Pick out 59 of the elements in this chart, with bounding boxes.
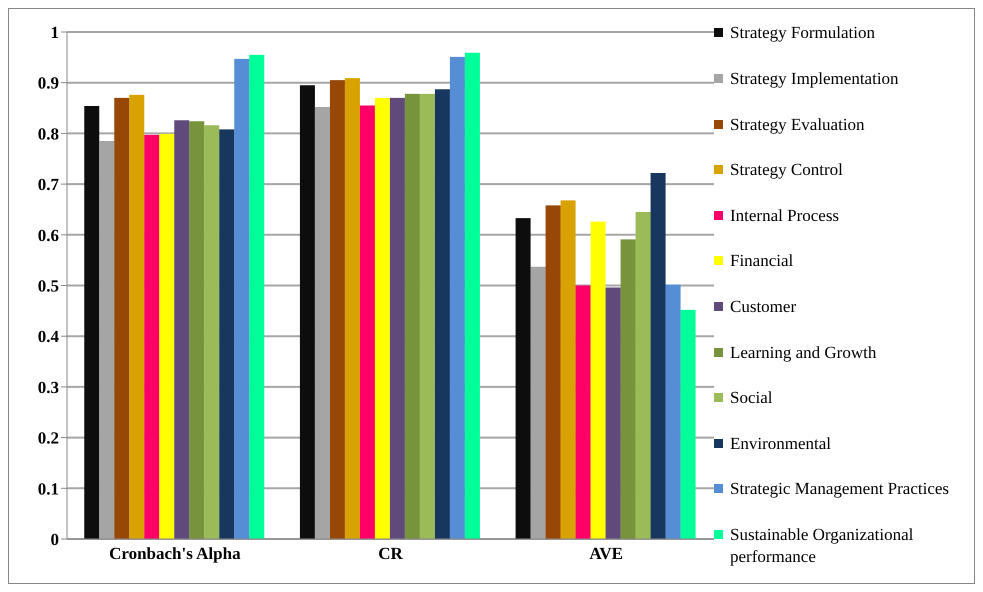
y-tick-label: 1 bbox=[50, 23, 59, 42]
y-tick-label: 0.3 bbox=[38, 378, 59, 397]
legend-label: Sustainable Organizational performance bbox=[730, 524, 914, 568]
legend-label: Learning and Growth bbox=[730, 342, 876, 364]
bar bbox=[159, 134, 174, 539]
bar bbox=[450, 56, 465, 539]
legend-label: Strategy Implementation bbox=[730, 68, 899, 90]
bar bbox=[680, 310, 696, 539]
bar bbox=[344, 78, 360, 539]
bar bbox=[374, 98, 390, 539]
legend-label: Customer bbox=[730, 296, 796, 318]
bar bbox=[576, 286, 591, 539]
bar bbox=[434, 89, 450, 539]
legend-label: Strategy Formulation bbox=[730, 22, 875, 44]
bar bbox=[404, 94, 420, 539]
bar bbox=[464, 52, 480, 539]
bar bbox=[189, 121, 204, 539]
bar bbox=[650, 172, 666, 539]
x-tick-label: Cronbach's Alpha bbox=[109, 544, 242, 564]
bar bbox=[420, 94, 435, 539]
bar bbox=[590, 222, 606, 539]
bar bbox=[144, 134, 160, 539]
legend-label: Internal Process bbox=[730, 204, 840, 227]
bar bbox=[360, 106, 375, 539]
y-tick-label: 0.7 bbox=[38, 175, 60, 194]
legend-label: Social bbox=[730, 387, 772, 410]
y-tick-label: 0.8 bbox=[38, 124, 59, 144]
y-tick-label: 0.2 bbox=[38, 428, 59, 448]
bar bbox=[129, 94, 144, 539]
bar bbox=[390, 98, 405, 539]
x-tick-label: CR bbox=[378, 544, 404, 564]
y-tick-label: 0.4 bbox=[38, 327, 60, 346]
legend-label: Financial bbox=[730, 250, 794, 272]
y-tick-label: 0.6 bbox=[38, 226, 59, 245]
bar bbox=[636, 212, 651, 539]
y-tick-label: 0.9 bbox=[38, 74, 59, 93]
legend-label: Strategy Evaluation bbox=[730, 114, 865, 136]
x-tick-label: AVE bbox=[589, 544, 624, 564]
bar bbox=[560, 200, 576, 539]
bar bbox=[666, 284, 681, 539]
y-tick-label: 0.5 bbox=[38, 276, 59, 296]
bar bbox=[174, 120, 190, 539]
bar bbox=[620, 239, 636, 539]
bar bbox=[114, 98, 130, 539]
bar bbox=[204, 125, 220, 539]
legend-label: Strategy Control bbox=[730, 159, 843, 182]
bar bbox=[84, 106, 100, 539]
bar bbox=[516, 218, 531, 539]
bar bbox=[219, 129, 234, 539]
bar bbox=[249, 54, 264, 539]
bar bbox=[234, 58, 250, 539]
bar bbox=[546, 205, 561, 539]
bar bbox=[606, 288, 621, 539]
y-tick-label: 0.1 bbox=[38, 479, 59, 498]
y-tick-label: 0 bbox=[50, 530, 59, 550]
bar bbox=[330, 80, 345, 539]
legend-label: Environmental bbox=[730, 432, 832, 455]
legend-label: Strategic Management Practices bbox=[730, 478, 950, 500]
bar bbox=[300, 85, 315, 539]
